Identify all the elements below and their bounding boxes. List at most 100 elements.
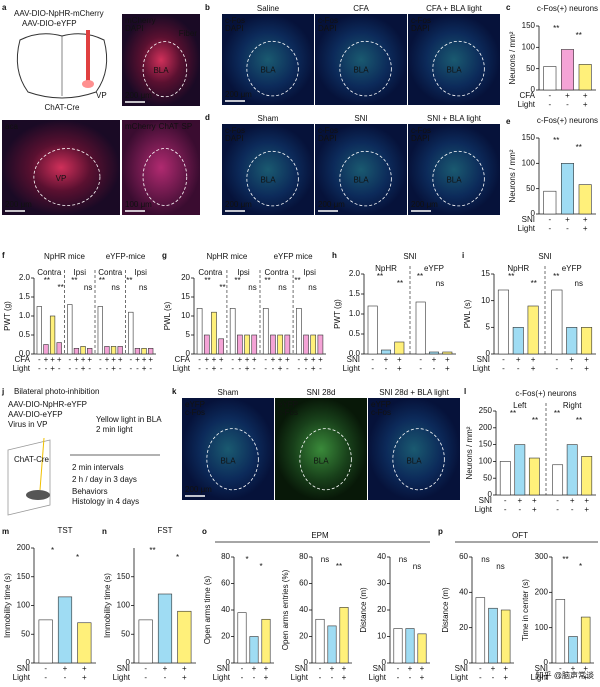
condition-mark: -: [264, 355, 267, 364]
section-title: OFT: [512, 531, 528, 540]
significance: **: [264, 276, 270, 285]
chart-title: TST: [57, 526, 72, 535]
bar: [327, 625, 337, 664]
condition-mark: +: [50, 364, 55, 373]
brain-schematic: [16, 30, 108, 99]
condition-mark: +: [245, 355, 250, 364]
condition-mark: +: [532, 496, 537, 505]
group-header: NpHR mice: [44, 252, 85, 261]
y-tick-label: 0: [126, 658, 131, 667]
channel-label: DAPI: [125, 24, 144, 33]
micrograph: [275, 398, 367, 500]
chart-title: FST: [157, 526, 172, 535]
significance: **: [531, 279, 537, 288]
region-outline: [339, 40, 392, 97]
y-axis-label: PWT (g): [3, 301, 12, 331]
channel-label: mCherry: [125, 16, 156, 25]
channel-label: eYFP: [371, 400, 391, 409]
group-header: NpHR mice: [206, 252, 247, 261]
bar: [514, 444, 526, 496]
condition-mark: -: [58, 364, 61, 373]
image-title: SNI + BLA light: [427, 114, 482, 123]
y-tick-label: 50: [526, 64, 535, 73]
condition-mark: +: [238, 355, 243, 364]
protocol-text: ChAT-Cre: [14, 455, 50, 464]
fiber: [86, 30, 90, 82]
y-tick-label: 60: [221, 579, 230, 588]
condition-mark: +: [50, 355, 55, 364]
channel-label: c-Fos: [318, 126, 338, 135]
micrograph: [182, 398, 274, 500]
protocol-text: Yellow light in BLA: [96, 415, 162, 424]
y-axis-label: PWL (s): [163, 301, 172, 330]
bar: [110, 346, 117, 355]
bar: [104, 346, 110, 355]
condition-mark: -: [479, 673, 482, 682]
bar: [512, 327, 524, 355]
condition-mark: -: [397, 673, 400, 682]
y-tick-label: 150: [117, 572, 131, 581]
fiber-cable: [39, 437, 45, 491]
chart-title: c-Fos(+) neurons: [537, 4, 598, 13]
condition-mark: +: [397, 364, 402, 373]
condition-mark: +: [516, 355, 521, 364]
bar: [203, 334, 210, 355]
y-tick-label: 0: [26, 658, 31, 667]
bar: [499, 461, 511, 496]
y-tick-label: 40: [299, 605, 308, 614]
condition-mark: -: [559, 664, 562, 673]
chart-title: SNI: [403, 252, 416, 261]
y-tick-label: 40: [459, 587, 468, 596]
condition-name: Light: [518, 100, 536, 109]
condition-mark: +: [342, 673, 347, 682]
region-outline: [392, 428, 445, 491]
condition-mark: -: [556, 355, 559, 364]
condition-mark: +: [278, 355, 283, 364]
image-title: Saline: [257, 4, 280, 13]
significance: **: [99, 276, 105, 285]
condition-mark: +: [81, 355, 86, 364]
bar: [552, 464, 564, 496]
injection-site: [82, 80, 94, 88]
condition-mark: +: [57, 355, 62, 364]
condition-mark: -: [319, 364, 322, 373]
condition-mark: +: [584, 364, 589, 373]
bar: [568, 636, 578, 664]
condition-mark: -: [479, 664, 482, 673]
condition-name: SNI: [347, 355, 360, 364]
region-outline: [206, 428, 259, 491]
image-title: SNI 28d: [307, 388, 336, 397]
significance: **: [553, 272, 559, 281]
bar: [261, 618, 271, 664]
section-title: EPM: [311, 531, 329, 540]
scale-label: 200 μm: [125, 91, 152, 100]
panel-letter: e: [506, 117, 511, 126]
condition-mark: +: [118, 355, 123, 364]
condition-mark: +: [142, 364, 147, 373]
significance: ns: [278, 283, 286, 292]
y-axis-label: Neurons / mm²: [508, 149, 517, 202]
y-tick-label: 10: [181, 311, 190, 320]
micrograph: [2, 120, 120, 215]
significance: ns: [436, 279, 444, 288]
y-tick-label: 5: [186, 330, 191, 339]
y-tick-label: 0: [464, 658, 469, 667]
condition-mark: +: [584, 496, 589, 505]
condition-mark: +: [517, 496, 522, 505]
y-tick-label: 1.5: [19, 292, 31, 301]
y-axis-label: PWL (s): [463, 299, 472, 328]
condition-mark: -: [99, 364, 102, 373]
condition-mark: -: [106, 364, 109, 373]
condition-mark: -: [44, 664, 47, 673]
condition-mark: +: [264, 664, 269, 673]
condition-mark: +: [432, 355, 437, 364]
bar: [117, 346, 123, 355]
condition-mark: +: [584, 355, 589, 364]
y-axis-label: Open arms time (s): [203, 575, 212, 644]
bar: [249, 636, 259, 664]
bar: [218, 338, 224, 355]
condition-mark: -: [38, 364, 41, 373]
region-label: BLA: [313, 456, 329, 465]
group-label: Ipsi: [303, 268, 316, 277]
significance: *: [245, 555, 248, 564]
